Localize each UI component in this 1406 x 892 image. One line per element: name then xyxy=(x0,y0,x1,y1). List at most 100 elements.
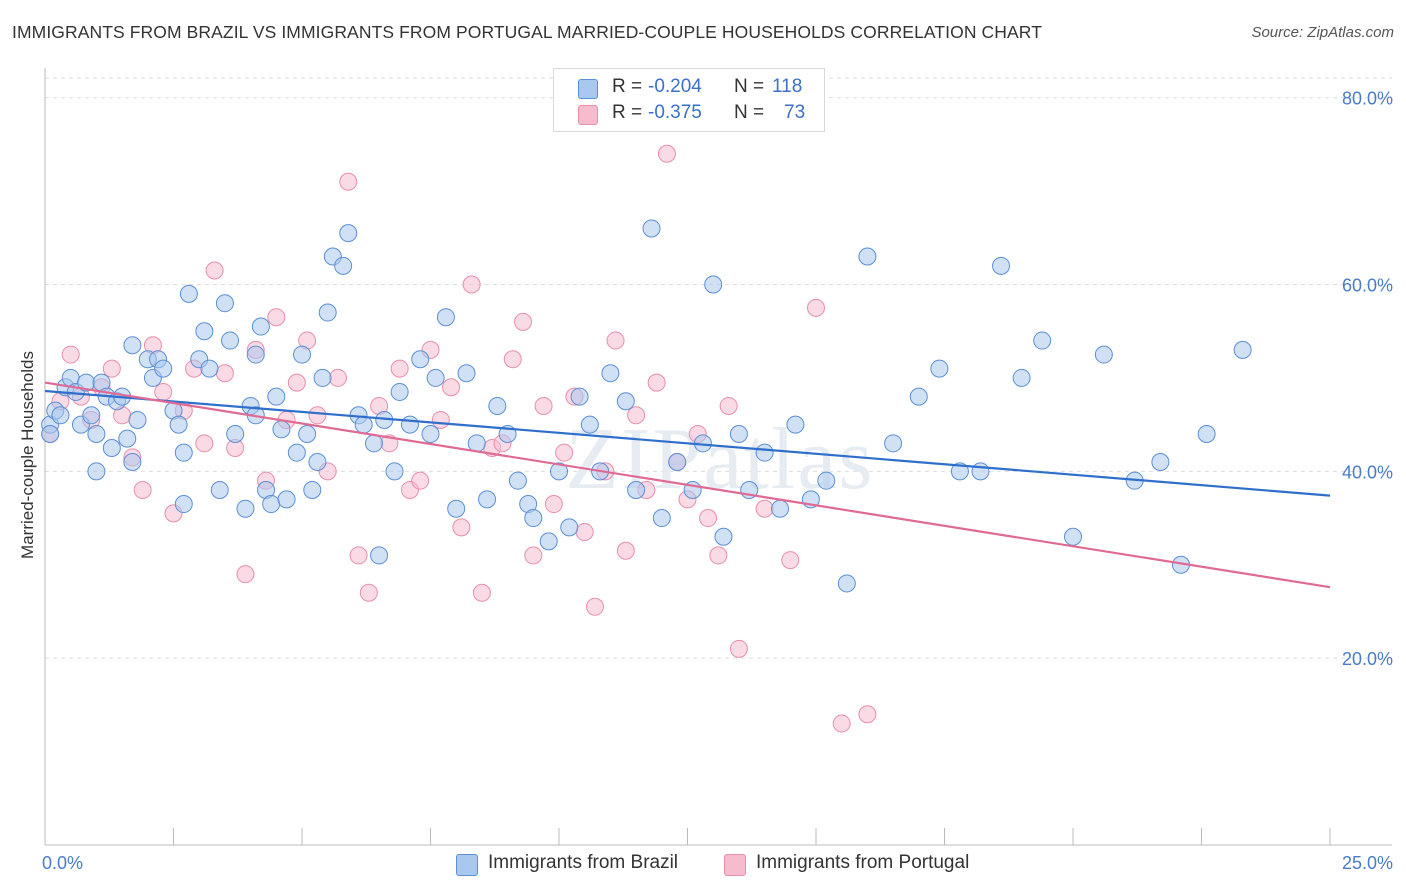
data-point-brazil xyxy=(601,364,620,383)
data-point-brazil xyxy=(411,350,430,369)
data-point-brazil xyxy=(308,453,327,471)
data-point-brazil xyxy=(426,368,445,387)
data-point-portugal xyxy=(657,144,676,163)
data-point-portugal xyxy=(205,261,224,280)
data-point-brazil xyxy=(560,518,579,537)
data-point-brazil xyxy=(570,387,589,406)
data-point-brazil xyxy=(1094,345,1113,364)
data-point-portugal xyxy=(61,345,80,364)
data-point-brazil xyxy=(128,410,147,429)
data-point-brazil xyxy=(236,499,255,518)
data-point-portugal xyxy=(215,364,234,383)
correlation-legend: R = -0.204 N = 118 R = -0.375 N = 73 xyxy=(553,68,825,132)
data-point-brazil xyxy=(226,424,245,443)
data-point-portugal xyxy=(606,331,625,350)
data-point-brazil xyxy=(447,499,466,518)
data-point-brazil xyxy=(930,359,949,378)
data-point-brazil xyxy=(729,424,748,443)
data-point-brazil xyxy=(400,415,419,434)
data-point-portugal xyxy=(755,499,774,518)
data-point-brazil xyxy=(51,406,70,425)
data-point-brazil xyxy=(154,359,173,378)
data-point-brazil xyxy=(354,415,373,434)
trendline-portugal xyxy=(44,381,1331,589)
data-point-brazil xyxy=(714,527,733,546)
data-point-brazil xyxy=(1233,340,1252,359)
data-point-brazil xyxy=(421,424,440,443)
data-point-brazil xyxy=(580,415,599,434)
data-point-brazil xyxy=(704,275,723,294)
data-point-brazil xyxy=(488,396,507,415)
chart-title: IMMIGRANTS FROM BRAZIL VS IMMIGRANTS FRO… xyxy=(12,22,1043,42)
data-point-brazil xyxy=(817,471,836,490)
data-point-portugal xyxy=(359,583,378,602)
data-point-portugal xyxy=(544,495,563,514)
data-point-portugal xyxy=(452,518,471,537)
data-point-brazil xyxy=(318,303,337,322)
data-point-portugal xyxy=(514,312,533,331)
watermark: ZIPatlas xyxy=(565,411,874,508)
data-point-brazil xyxy=(298,424,317,443)
x-tick-labels: 0.0% 25.0% xyxy=(42,853,1393,873)
data-point-brazil xyxy=(267,387,286,406)
data-point-brazil xyxy=(334,256,353,275)
legend-r-value-brazil: -0.204 xyxy=(648,76,702,97)
data-point-portugal xyxy=(328,368,347,387)
data-point-portugal xyxy=(236,565,255,584)
data-point-brazil xyxy=(272,420,291,439)
data-point-brazil xyxy=(616,392,635,411)
data-point-portugal xyxy=(287,373,306,392)
data-point-portugal xyxy=(709,546,728,565)
data-point-brazil xyxy=(277,490,296,509)
data-point-brazil xyxy=(971,462,990,481)
data-point-brazil xyxy=(174,495,193,514)
data-point-brazil xyxy=(215,294,234,313)
data-point-brazil xyxy=(221,331,240,350)
data-point-brazil xyxy=(837,574,856,593)
legend-n-value-portugal: 73 xyxy=(784,102,806,123)
data-point-portugal xyxy=(411,471,430,490)
data-point-brazil xyxy=(786,415,805,434)
data-point-brazil xyxy=(909,387,928,406)
data-point-portugal xyxy=(472,583,491,602)
data-point-portugal xyxy=(555,443,574,462)
data-point-brazil xyxy=(200,359,219,378)
data-point-brazil xyxy=(652,509,671,528)
data-point-brazil xyxy=(858,247,877,266)
data-point-brazil xyxy=(210,481,229,500)
legend-n-label: N = xyxy=(734,102,765,123)
data-point-brazil xyxy=(251,317,270,336)
data-point-portugal xyxy=(534,396,553,415)
data-point-brazil xyxy=(1064,527,1082,546)
data-point-brazil xyxy=(550,462,568,481)
data-point-brazil xyxy=(385,462,404,481)
data-point-brazil xyxy=(771,499,790,518)
data-point-portugal xyxy=(647,373,666,392)
data-point-portugal xyxy=(442,378,461,397)
data-point-brazil xyxy=(303,481,322,500)
data-point-portugal xyxy=(462,275,481,294)
data-point-brazil xyxy=(1033,331,1052,350)
y-tick-label: 40.0% xyxy=(1342,462,1393,482)
data-point-brazil xyxy=(87,462,106,481)
data-point-brazil xyxy=(524,509,543,528)
data-point-brazil xyxy=(118,429,137,448)
data-point-portugal xyxy=(524,546,543,565)
data-point-portugal xyxy=(349,546,368,565)
x-tick-label: 0.0% xyxy=(42,853,83,873)
data-point-portugal xyxy=(102,359,121,378)
data-point-brazil xyxy=(293,345,311,364)
data-point-brazil xyxy=(436,308,455,327)
bottom-legend-label-brazil: Immigrants from Brazil xyxy=(488,852,679,873)
data-point-portugal xyxy=(627,406,646,425)
data-point-portugal xyxy=(585,597,604,616)
y-tick-label: 80.0% xyxy=(1342,89,1393,109)
data-point-portugal xyxy=(308,406,327,425)
data-point-portugal xyxy=(729,639,748,658)
data-point-brazil xyxy=(313,368,332,387)
data-point-brazil xyxy=(364,434,383,453)
data-point-brazil xyxy=(1197,424,1216,443)
bottom-legend-swatch-portugal xyxy=(724,854,746,876)
data-point-brazil xyxy=(87,424,106,443)
